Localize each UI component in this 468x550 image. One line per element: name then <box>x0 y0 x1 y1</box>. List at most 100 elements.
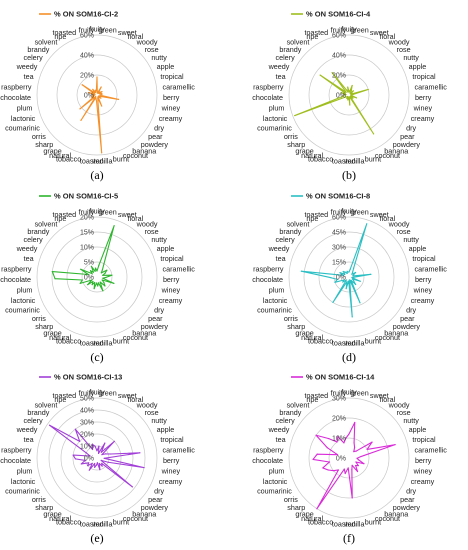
data-point <box>348 90 350 92</box>
category-label: lactonic <box>11 477 36 486</box>
data-point <box>100 97 102 99</box>
data-point <box>359 302 361 304</box>
category-label: chocolate <box>252 275 283 284</box>
category-label: coumarinic <box>5 306 40 315</box>
data-point <box>353 280 355 282</box>
data-point <box>106 269 108 271</box>
category-label: toasted <box>53 391 77 400</box>
data-point <box>350 89 352 92</box>
category-label: floral <box>128 32 144 41</box>
data-point <box>342 274 344 276</box>
data-point <box>371 441 373 443</box>
data-point <box>294 114 296 117</box>
data-point <box>72 454 74 456</box>
category-label: coumarinic <box>257 487 292 496</box>
data-point <box>351 497 353 499</box>
data-point <box>372 133 375 135</box>
category-label: grape <box>43 328 61 337</box>
category-label: lactonic <box>263 477 288 486</box>
category-label: caramellic <box>163 265 196 274</box>
category-label: toasted <box>332 338 356 347</box>
data-point <box>349 104 351 106</box>
category-label: plum <box>17 467 33 476</box>
data-point <box>98 264 100 266</box>
category-label: sweet <box>118 391 137 400</box>
data-point <box>90 265 93 267</box>
data-point <box>355 97 358 99</box>
tick-label: 60% <box>332 33 346 40</box>
category-label: vanilla <box>344 338 364 347</box>
category-label: green <box>98 388 116 397</box>
panel-caption: (c) <box>90 350 103 364</box>
data-point <box>81 84 83 86</box>
data-point <box>85 452 87 454</box>
grid-ring <box>81 261 113 293</box>
category-label: toasted <box>53 210 77 219</box>
data-point <box>95 98 97 100</box>
category-label: coumarinic <box>5 124 40 133</box>
series-line <box>312 421 396 510</box>
data-point <box>101 453 103 456</box>
category-label: solvent <box>287 401 310 410</box>
category-label: chocolate <box>0 275 31 284</box>
data-point <box>349 279 351 281</box>
data-point <box>353 267 355 269</box>
data-point <box>342 270 344 273</box>
category-label: dry <box>154 306 164 315</box>
category-label: chocolate <box>252 456 283 465</box>
data-point <box>319 74 321 76</box>
category-label: grape <box>295 146 313 155</box>
category-label: vanilla <box>344 156 364 165</box>
category-label: caramellic <box>415 265 448 274</box>
data-point <box>358 459 360 461</box>
tick-label: 15% <box>80 230 94 237</box>
data-point <box>91 462 93 464</box>
data-point <box>79 440 81 442</box>
category-label: weedy <box>268 62 290 71</box>
category-label: green <box>98 25 116 34</box>
data-point <box>92 271 94 273</box>
category-label: banana <box>384 509 408 518</box>
data-point <box>347 91 349 93</box>
category-label: fruity <box>89 388 105 397</box>
legend-label: % ON SOM16-CI-13 <box>54 373 122 382</box>
data-point <box>101 279 103 281</box>
category-label: creamy <box>411 477 435 486</box>
data-point <box>339 272 341 274</box>
category-label: dry <box>154 487 164 496</box>
category-label: celery <box>275 53 295 62</box>
category-label: lactonic <box>263 114 288 123</box>
panel-caption: (f) <box>343 531 355 545</box>
tick-label: 15% <box>332 260 346 267</box>
data-point <box>344 273 346 275</box>
data-point <box>102 290 104 292</box>
grid-ring <box>288 216 410 338</box>
category-label: winey <box>413 286 433 295</box>
category-label: raspberry <box>1 83 32 92</box>
category-label: dry <box>406 487 416 496</box>
category-label: toasted <box>305 391 329 400</box>
data-point <box>101 462 103 464</box>
category-label: apple <box>157 62 175 71</box>
category-label: rose <box>397 227 411 236</box>
category-label: raspberry <box>253 446 284 455</box>
data-point <box>356 470 359 473</box>
data-point <box>100 95 102 98</box>
data-point <box>113 440 115 442</box>
data-point <box>101 105 103 107</box>
category-label: burnt <box>113 518 129 527</box>
category-label: coumarinic <box>257 306 292 315</box>
category-label: fruity <box>331 25 347 34</box>
data-point <box>351 278 354 280</box>
data-point <box>332 470 335 472</box>
data-point <box>97 285 99 287</box>
category-label: sweet <box>370 28 389 37</box>
data-point <box>353 442 355 444</box>
category-label: tobacco <box>56 155 81 164</box>
grid-ring <box>76 74 118 116</box>
grid-ring <box>36 34 158 156</box>
category-label: vanilla <box>92 519 112 528</box>
category-label: tea <box>24 72 34 81</box>
